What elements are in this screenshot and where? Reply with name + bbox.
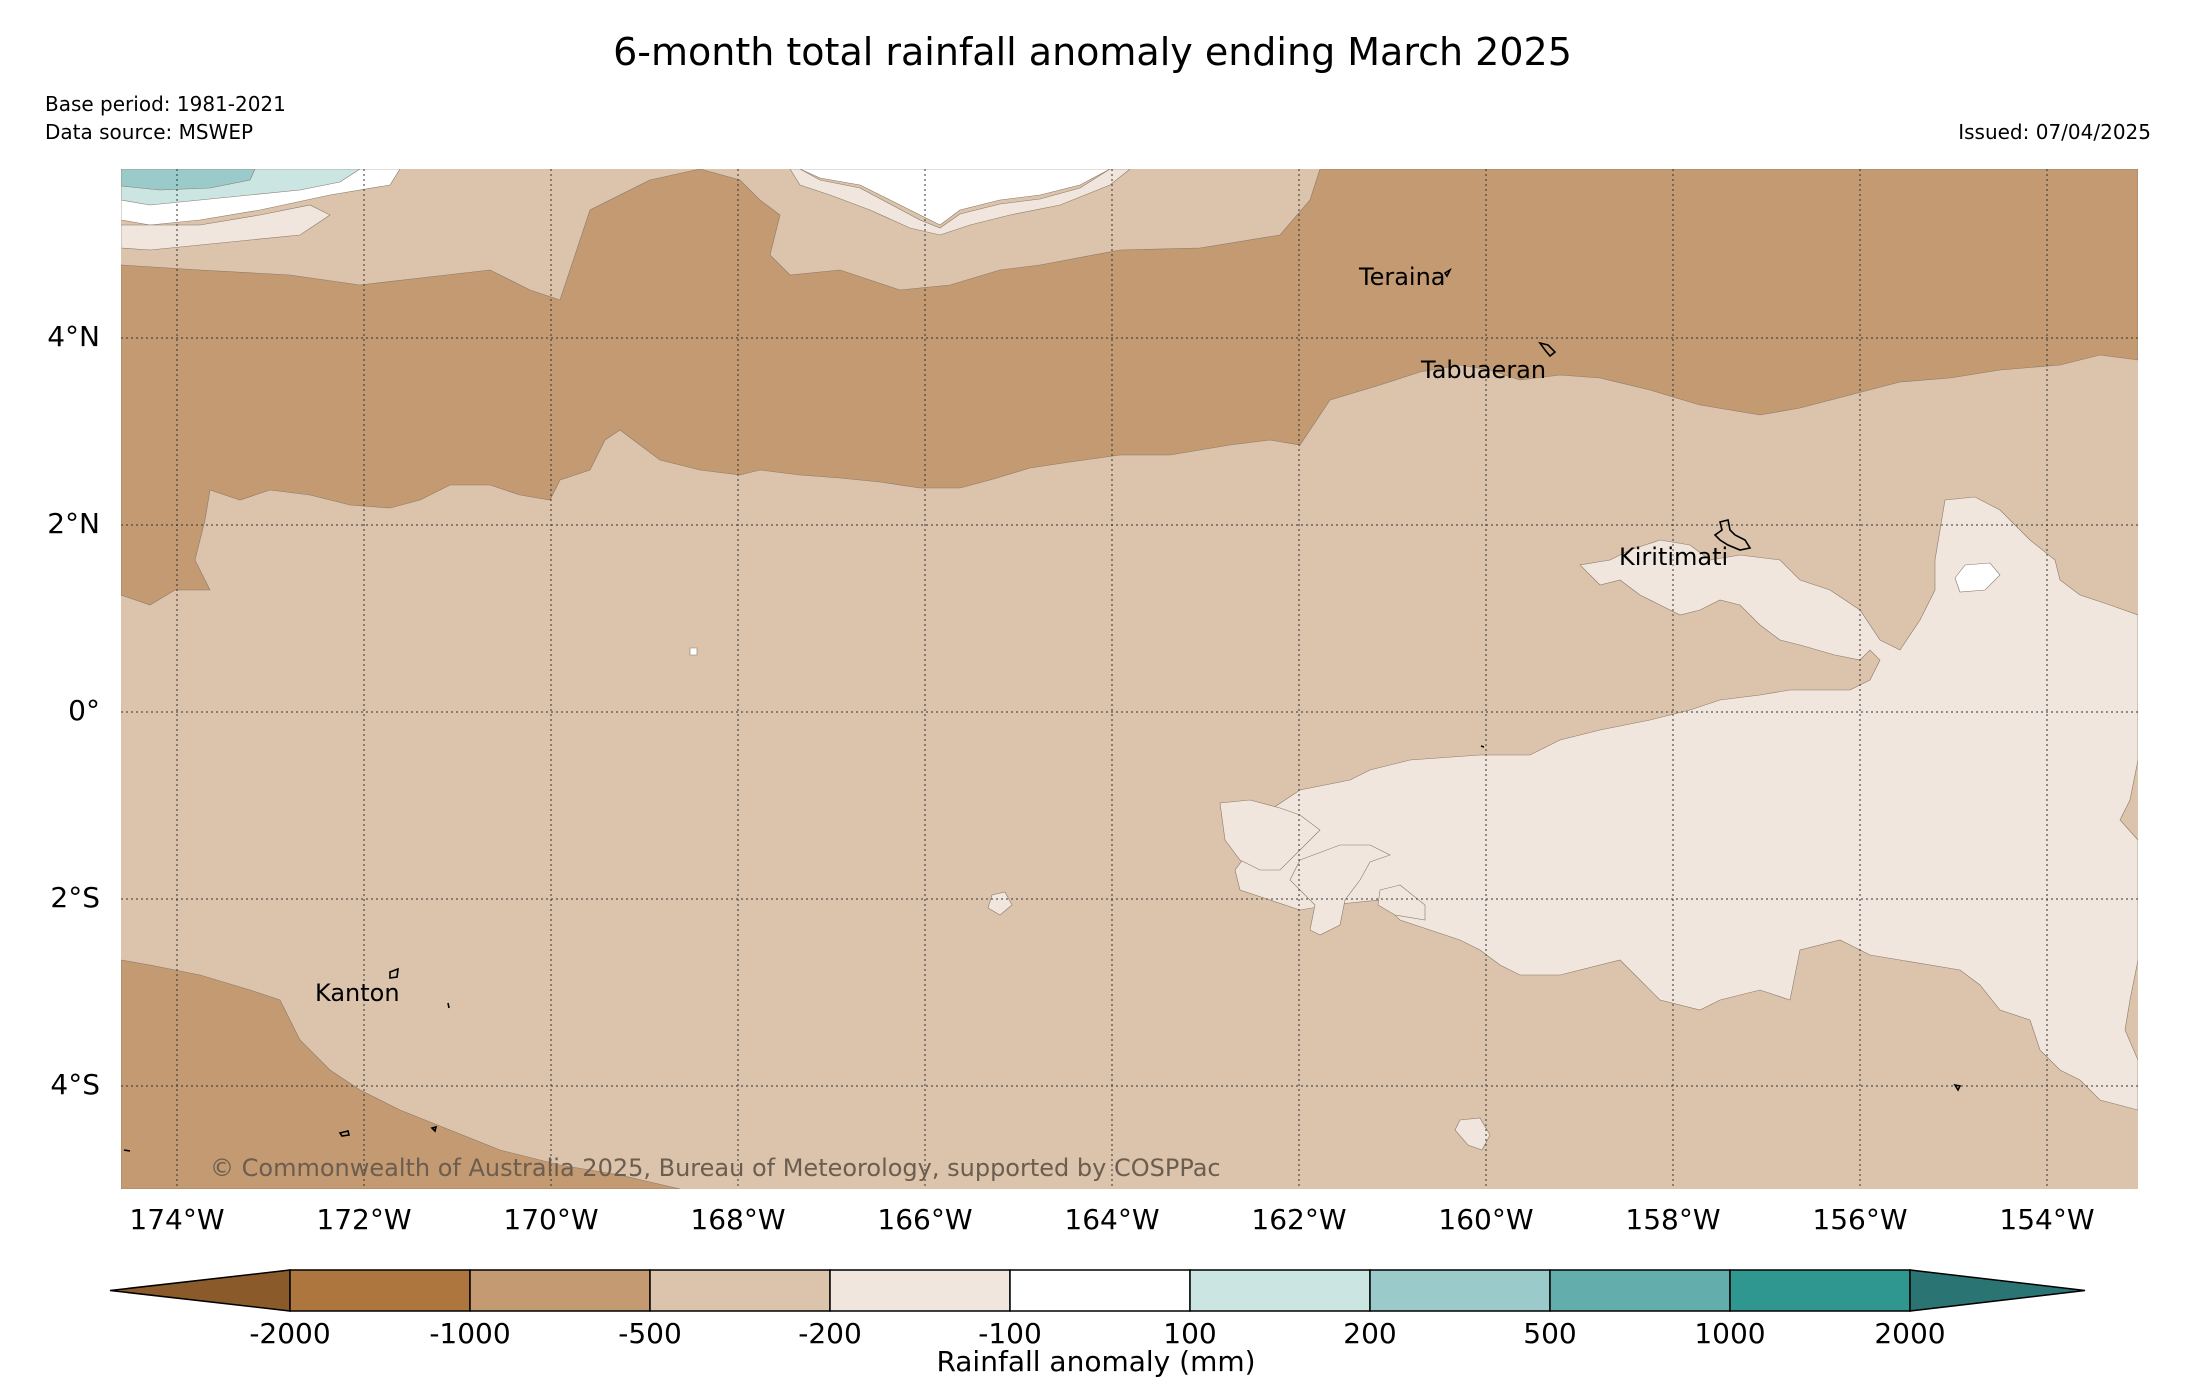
place-label-teraina: Teraina <box>1358 263 1446 291</box>
anomaly-band-lt-1000-southwest <box>121 959 681 1189</box>
lon-label: 160°W <box>1438 1203 1533 1236</box>
colorbar-tick-label: -2000 <box>249 1317 330 1350</box>
colorbar-segment <box>1009 1269 1191 1312</box>
island-small-3 <box>430 1125 438 1133</box>
graticule <box>121 169 2138 1189</box>
lon-label: 154°W <box>1999 1203 2094 1236</box>
lon-label: 168°W <box>690 1203 785 1236</box>
colorbar-ticks: -2000 -1000 -500 -200 -100 100 200 500 1000 2000 <box>249 1317 1945 1350</box>
anomaly-band-lt-1000-north <box>121 169 2138 606</box>
lon-label: 164°W <box>1064 1203 1159 1236</box>
anomaly-light-patch-5 <box>1454 1117 1491 1151</box>
place-label-kanton: Kanton <box>315 979 400 1007</box>
place-label-kiritimati: Kiritimati <box>1619 543 1728 571</box>
lon-label: 162°W <box>1251 1203 1346 1236</box>
copyright-note: © Commonwealth of Australia 2025, Bureau… <box>210 1154 1221 1182</box>
colorbar-extend-high <box>1909 1269 2086 1312</box>
colorbar-segment <box>469 1269 651 1312</box>
island-tabuaeran <box>1538 341 1557 358</box>
lat-label-4s: 4°S <box>50 1068 100 1101</box>
anomaly-white-east-pocket <box>1954 562 2001 593</box>
lat-label-2s: 2°S <box>50 881 100 914</box>
colorbar-tick-label: -1000 <box>429 1317 510 1350</box>
island-small-6 <box>1480 745 1485 748</box>
colorbar-segment <box>1369 1269 1551 1312</box>
lon-label: 170°W <box>503 1203 598 1236</box>
colorbar-segment <box>829 1269 1011 1312</box>
colorbar-extend-low <box>109 1269 291 1312</box>
colorbar-segment <box>649 1269 831 1312</box>
colorbar-tick-label: -200 <box>798 1317 862 1350</box>
anomaly-white-top-middle <box>799 169 1111 226</box>
colorbar-segment <box>289 1269 471 1312</box>
data-source-label: Data source: MSWEP <box>45 120 254 144</box>
island-kanton <box>389 967 399 979</box>
lon-label: 166°W <box>877 1203 972 1236</box>
lon-label: 156°W <box>1812 1203 1907 1236</box>
colorbar-tick-label: 2000 <box>1874 1317 1945 1350</box>
anomaly-light-patch-2 <box>1289 844 1391 936</box>
anomaly-white-patch-small <box>689 647 698 656</box>
meta-left: Base period: 1981-2021 Data source: MSWE… <box>45 90 286 146</box>
island-small-2 <box>338 1130 350 1137</box>
lon-label: 158°W <box>1625 1203 1720 1236</box>
map-title: 6-month total rainfall anomaly ending Ma… <box>613 30 1572 74</box>
anomaly-light-patch-3 <box>1377 884 1426 921</box>
lat-label-2n: 2°N <box>47 507 100 540</box>
lon-label: 172°W <box>316 1203 411 1236</box>
place-label-tabuaeran: Tabuaeran <box>1420 356 1546 384</box>
map-fill <box>121 169 2138 1189</box>
anomaly-band-200-100-top-left <box>121 204 331 251</box>
colorbar-tick-label: 1000 <box>1694 1317 1765 1350</box>
island-small-5 <box>1953 1083 1962 1092</box>
islands <box>123 267 1962 1152</box>
lon-label: 174°W <box>129 1203 224 1236</box>
island-small-1 <box>447 1002 450 1009</box>
island-teraina <box>1443 267 1452 278</box>
anomaly-light-patch-1 <box>1219 799 1321 871</box>
island-small-4 <box>123 1149 131 1152</box>
lat-label-0: 0° <box>68 694 100 727</box>
colorbar-tick-label: -100 <box>978 1317 1042 1350</box>
colorbar-segment <box>1189 1269 1371 1312</box>
colorbar-segment <box>1549 1269 1731 1312</box>
colorbar-segment <box>1729 1269 1911 1312</box>
anomaly-light-top-middle <box>789 169 1131 236</box>
anomaly-band-200-500 <box>121 169 256 191</box>
colorbar-tick-label: 500 <box>1523 1317 1576 1350</box>
colorbar-tick-label: -500 <box>618 1317 682 1350</box>
issued-label: Issued: 07/04/2025 <box>1958 120 2151 144</box>
island-kiritimati <box>1713 519 1752 551</box>
colorbar-tick-label: 200 <box>1343 1317 1396 1350</box>
anomaly-light-patch-4 <box>987 891 1013 916</box>
lon-labels: 174°W 172°W 170°W 168°W 166°W 164°W 162°… <box>129 1203 2094 1236</box>
colorbar-title: Rainfall anomaly (mm) <box>936 1345 1255 1378</box>
base-period-label: Base period: 1981-2021 <box>45 92 286 116</box>
colorbar-tick-label: 100 <box>1163 1317 1216 1350</box>
colorbar <box>109 1269 2086 1312</box>
lat-label-4n: 4°N <box>47 320 100 353</box>
